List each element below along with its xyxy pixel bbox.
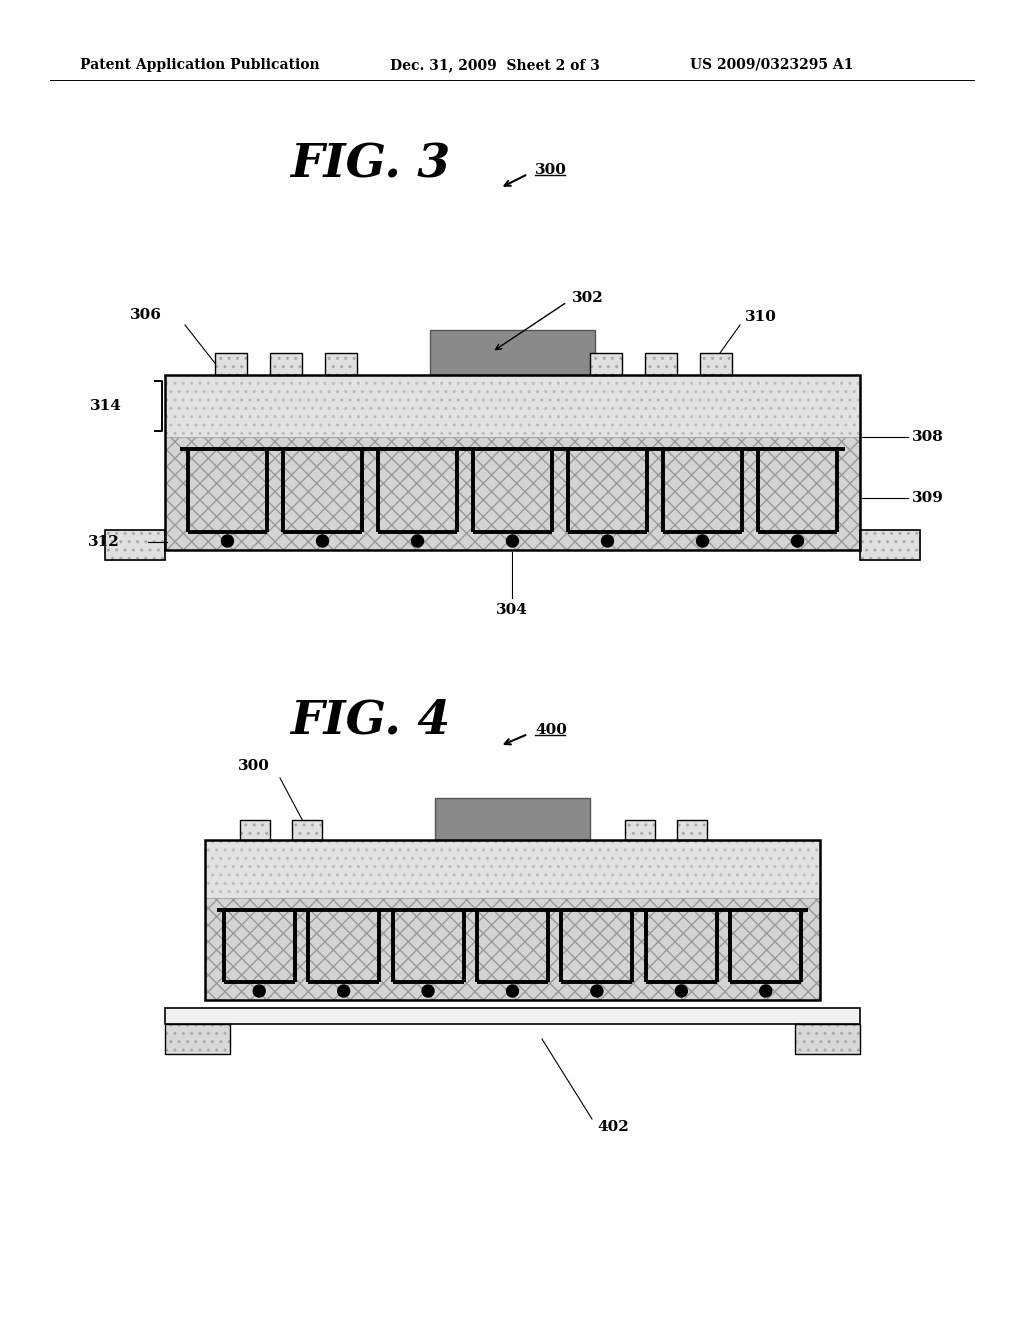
Bar — [860, 531, 920, 560]
Circle shape — [792, 535, 804, 546]
Bar — [677, 820, 707, 840]
Bar — [215, 352, 247, 375]
Circle shape — [338, 985, 349, 997]
Circle shape — [676, 985, 687, 997]
Bar — [625, 820, 655, 840]
Bar — [165, 375, 860, 550]
Text: 312: 312 — [88, 535, 120, 549]
Bar — [645, 352, 677, 375]
Bar — [270, 352, 302, 375]
Bar — [240, 820, 270, 840]
Bar — [105, 531, 165, 560]
Bar — [795, 1024, 860, 1053]
Bar — [590, 352, 622, 375]
Text: 309: 309 — [912, 491, 944, 506]
Circle shape — [760, 985, 772, 997]
Text: US 2009/0323295 A1: US 2009/0323295 A1 — [690, 58, 853, 73]
Bar — [205, 898, 820, 1001]
Bar — [292, 820, 322, 840]
Text: 300: 300 — [238, 759, 270, 774]
Bar — [325, 352, 357, 375]
Circle shape — [507, 535, 518, 546]
Text: Patent Application Publication: Patent Application Publication — [80, 58, 319, 73]
Text: Dec. 31, 2009  Sheet 2 of 3: Dec. 31, 2009 Sheet 2 of 3 — [390, 58, 600, 73]
Text: 304: 304 — [496, 603, 528, 616]
Text: 300: 300 — [535, 162, 567, 177]
Text: 402: 402 — [597, 1119, 629, 1134]
Circle shape — [601, 535, 613, 546]
Circle shape — [507, 985, 518, 997]
Bar — [860, 531, 920, 560]
Bar — [645, 352, 677, 375]
Bar — [270, 352, 302, 375]
Bar — [590, 352, 622, 375]
Text: 306: 306 — [130, 308, 162, 322]
Circle shape — [316, 535, 329, 546]
Circle shape — [221, 535, 233, 546]
Bar — [435, 799, 590, 840]
Circle shape — [422, 985, 434, 997]
Text: 400: 400 — [535, 723, 567, 737]
Bar — [215, 352, 247, 375]
Circle shape — [696, 535, 709, 546]
Bar — [325, 352, 357, 375]
Circle shape — [253, 985, 265, 997]
Text: 310: 310 — [745, 310, 777, 323]
Bar — [240, 820, 270, 840]
Bar — [625, 820, 655, 840]
Bar — [677, 820, 707, 840]
Bar — [795, 1024, 860, 1053]
Bar — [105, 531, 165, 560]
Circle shape — [591, 985, 603, 997]
Bar — [430, 330, 595, 375]
Text: 314: 314 — [90, 399, 122, 413]
Bar — [700, 352, 732, 375]
Bar — [205, 840, 820, 898]
Bar — [165, 1008, 860, 1024]
Text: FIG. 4: FIG. 4 — [290, 697, 451, 743]
Bar — [165, 1024, 230, 1053]
Bar — [165, 1024, 230, 1053]
Text: 308: 308 — [912, 430, 944, 444]
Text: 302: 302 — [572, 290, 604, 305]
Bar — [700, 352, 732, 375]
Bar — [165, 437, 860, 550]
Text: FIG. 3: FIG. 3 — [290, 143, 451, 187]
Bar — [205, 840, 820, 1001]
Circle shape — [412, 535, 424, 546]
Bar — [165, 375, 860, 437]
Bar — [292, 820, 322, 840]
